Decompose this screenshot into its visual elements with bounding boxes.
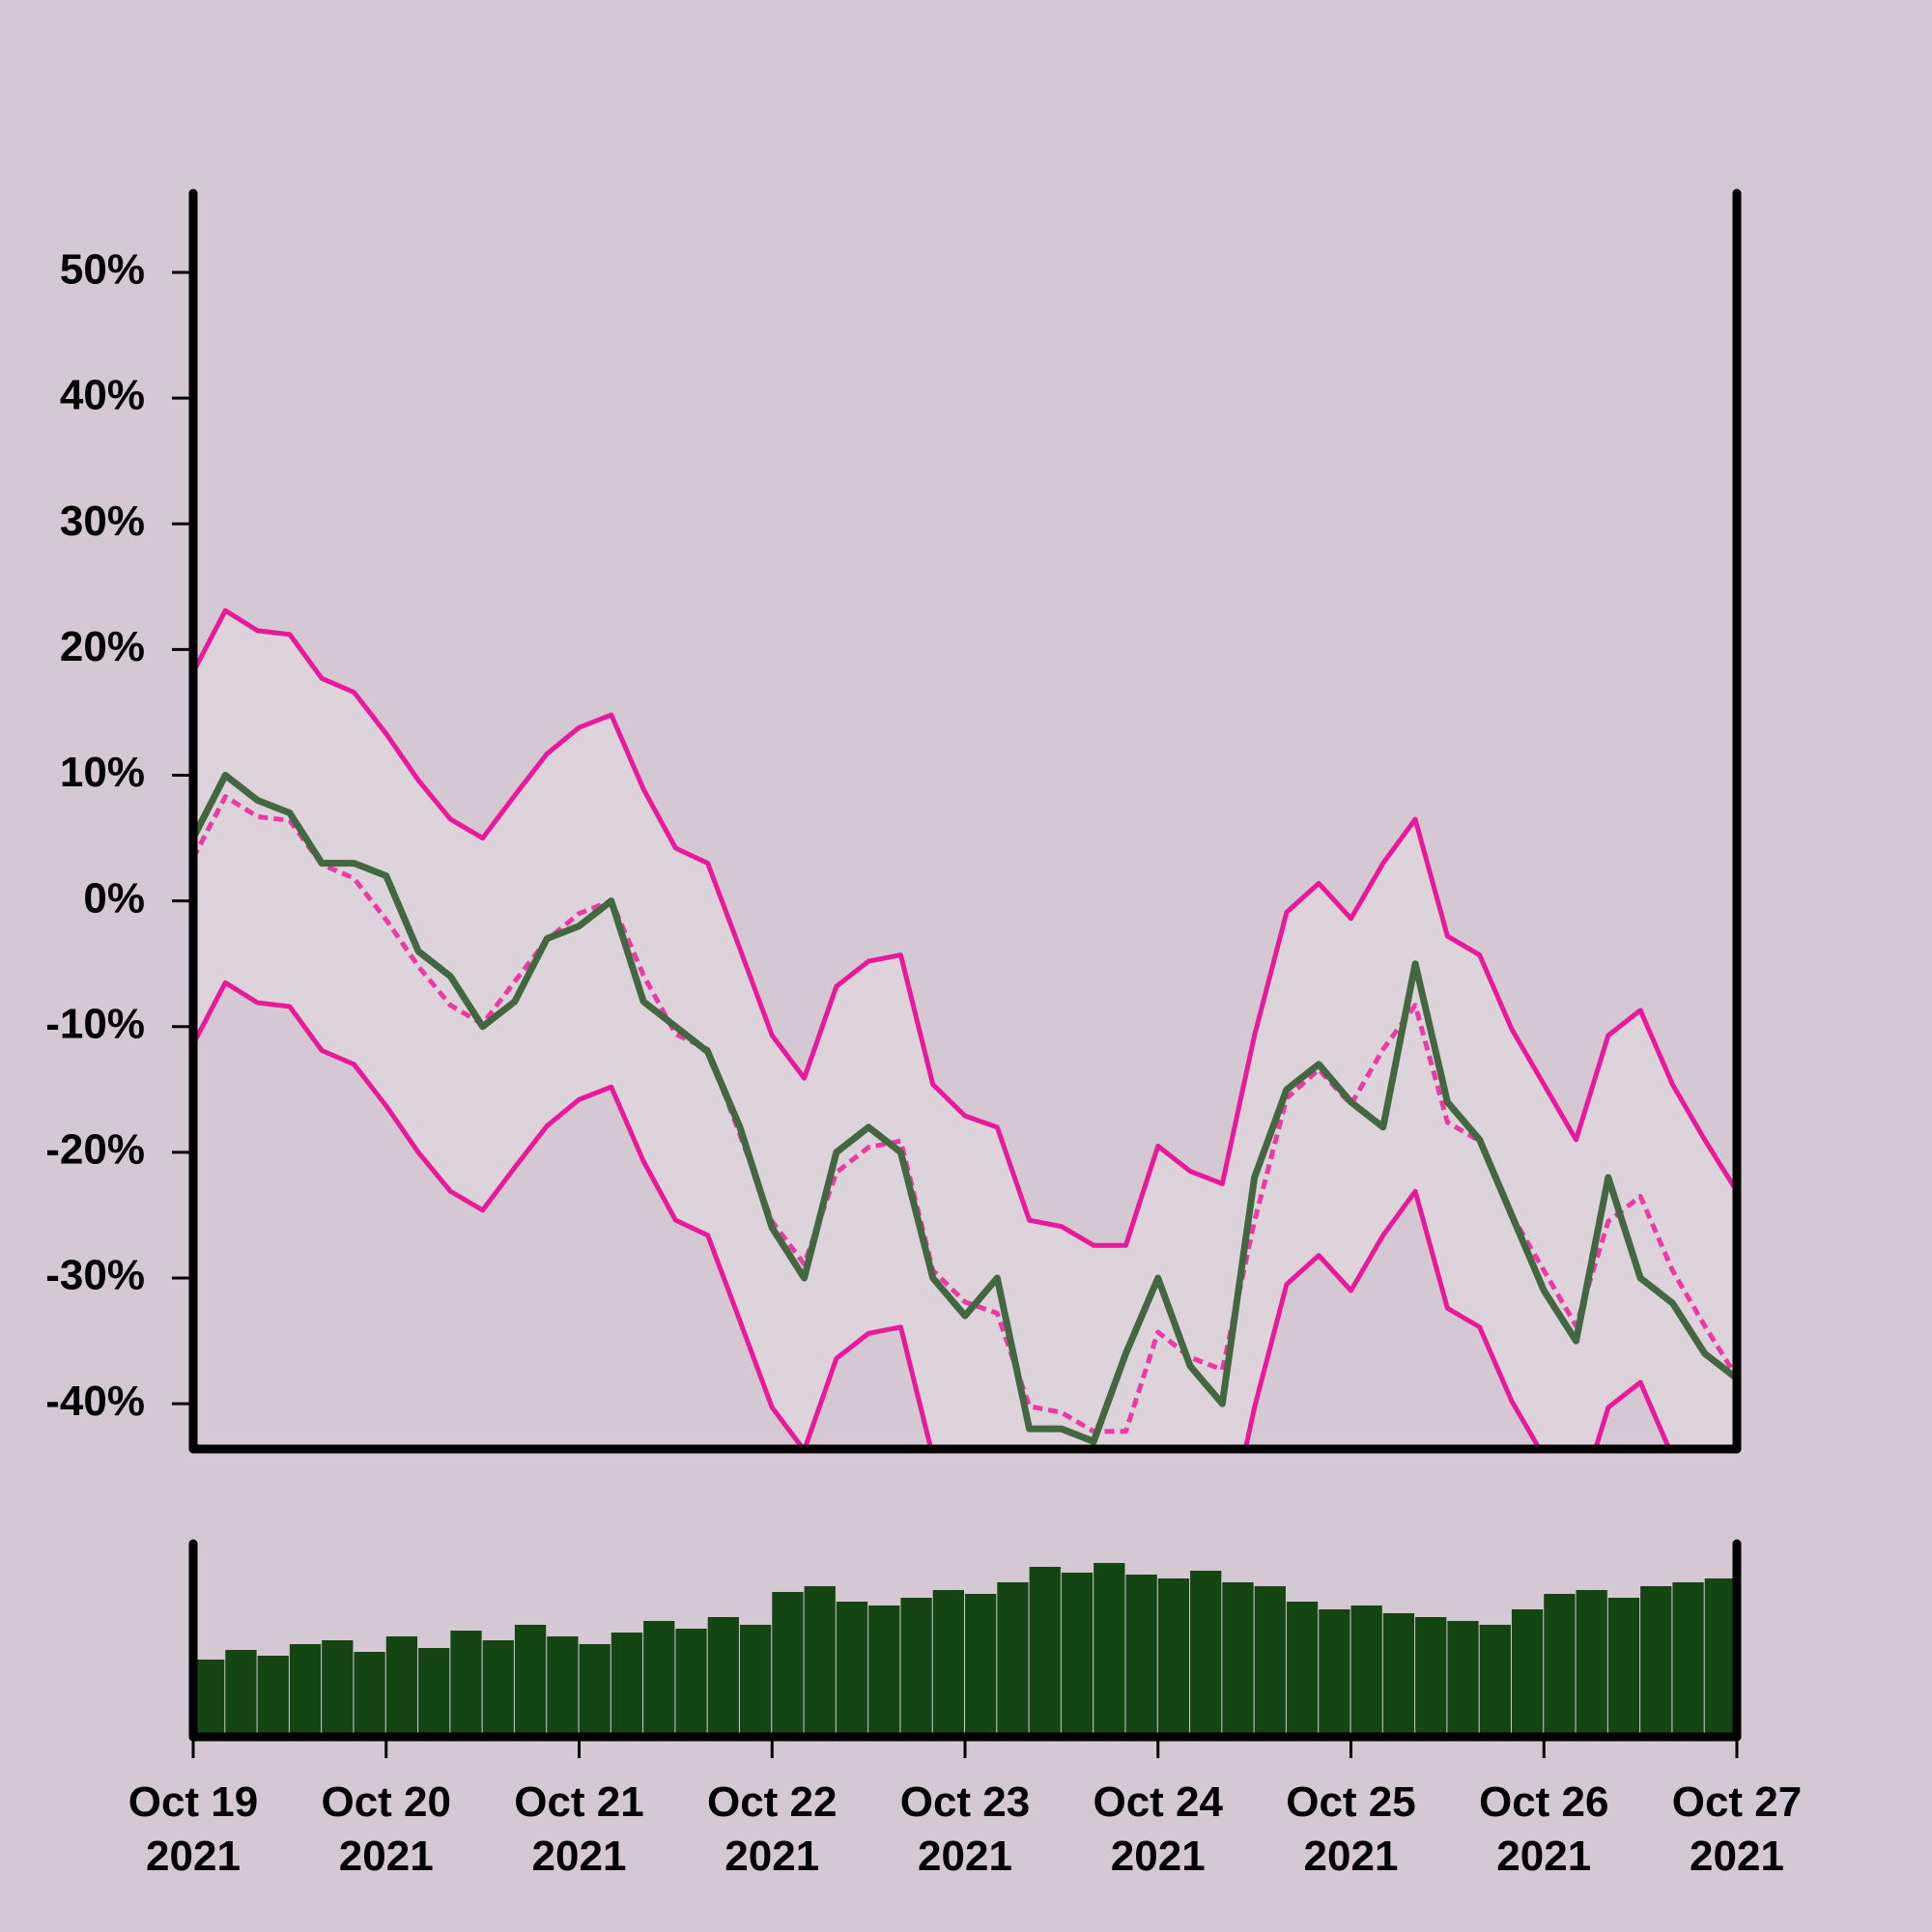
volume-bar	[257, 1656, 289, 1737]
volume-bar	[579, 1644, 611, 1737]
volume-bar	[1544, 1594, 1576, 1737]
volume-bar	[385, 1636, 418, 1737]
volume-bar	[1350, 1605, 1382, 1737]
y-tick-label: -20%	[45, 1126, 145, 1174]
volume-bar	[1254, 1586, 1286, 1737]
volume-bar	[1157, 1578, 1190, 1737]
volume-bar	[322, 1640, 354, 1737]
volume-bar	[997, 1582, 1029, 1737]
volume-bar	[707, 1617, 739, 1737]
volume-bar	[965, 1594, 997, 1737]
volume-bar	[868, 1605, 900, 1737]
volume-bar	[1607, 1598, 1640, 1737]
x-tick-label: Oct 24 2021	[1093, 1778, 1223, 1880]
y-tick-label: -10%	[45, 1000, 145, 1047]
y-tick-label: -40%	[45, 1378, 145, 1425]
series-line	[193, 608, 1737, 1248]
y-tick-label: 10%	[60, 749, 145, 796]
volume-bar	[547, 1636, 579, 1737]
x-tick-label: Oct 27 2021	[1671, 1778, 1803, 1880]
y-tick-label: -30%	[45, 1252, 145, 1299]
x-tick-label: Oct 26 2021	[1478, 1778, 1609, 1880]
volume-bar	[1382, 1613, 1415, 1737]
volume-bar	[1576, 1590, 1607, 1737]
x-tick-label: Oct 20 2021	[321, 1778, 451, 1880]
volume-bar	[1222, 1582, 1254, 1737]
volume-bar	[482, 1640, 514, 1737]
plot-area	[193, 608, 1737, 1449]
volume-bar	[1704, 1578, 1736, 1737]
volume-bar	[225, 1650, 257, 1737]
volume-bar	[1447, 1621, 1479, 1737]
series-line	[193, 772, 1737, 1445]
y-tick-label: 20%	[60, 623, 145, 670]
volume-bar	[1479, 1625, 1511, 1737]
y-tick-label: 40%	[60, 372, 145, 419]
volume-bar	[643, 1621, 675, 1737]
volume-bar	[1415, 1617, 1447, 1737]
volume-bar	[418, 1648, 450, 1737]
volume-bar	[450, 1631, 482, 1737]
volume-bar	[772, 1592, 804, 1737]
x-tick-label: Oct 23 2021	[899, 1778, 1031, 1880]
volume-bar	[804, 1586, 836, 1737]
volume-bar	[739, 1625, 772, 1737]
volume-bar	[354, 1652, 385, 1737]
series-line	[193, 980, 1672, 1449]
volume-bar	[900, 1598, 932, 1737]
volume-bar	[1094, 1563, 1125, 1737]
volume-bar	[932, 1590, 964, 1737]
volume-bar	[289, 1644, 322, 1737]
volume-bar	[1672, 1582, 1704, 1737]
y-tick-label: 50%	[60, 246, 145, 294]
volume-bar	[1190, 1571, 1222, 1737]
series-line	[193, 794, 1737, 1435]
y-tick-label: 0%	[83, 874, 145, 922]
volume-bar	[1029, 1567, 1061, 1737]
volume-bar	[1286, 1602, 1319, 1737]
volume-bar	[514, 1625, 547, 1737]
volume-bar	[1640, 1586, 1672, 1737]
volume-bar	[193, 1660, 225, 1737]
band-fill	[193, 611, 1737, 1449]
volume-bar	[1125, 1575, 1157, 1737]
volume-bar	[836, 1602, 868, 1737]
x-tick-label: Oct 25 2021	[1286, 1778, 1416, 1880]
y-tick-label: 30%	[60, 497, 145, 545]
volume-bar	[1511, 1609, 1544, 1737]
volume-bar	[611, 1633, 643, 1737]
volume-bar	[1061, 1573, 1094, 1737]
volume-bar	[675, 1629, 707, 1737]
volume-bar	[1319, 1609, 1350, 1737]
x-tick-label: Oct 22 2021	[706, 1778, 838, 1880]
x-tick-label: Oct 19 2021	[128, 1778, 259, 1880]
x-tick-label: Oct 21 2021	[514, 1778, 644, 1880]
